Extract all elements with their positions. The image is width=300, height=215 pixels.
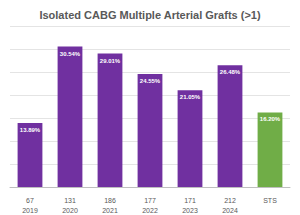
svg-text:16.20%: 16.20% (260, 116, 281, 122)
svg-text:29.01%: 29.01% (100, 58, 121, 64)
svg-text:STS: STS (263, 197, 277, 204)
svg-text:2021: 2021 (102, 207, 118, 214)
svg-text:Isolated CABG Multiple Arteria: Isolated CABG Multiple Arterial Grafts (… (39, 9, 260, 21)
svg-text:67: 67 (26, 197, 34, 204)
svg-text:2020: 2020 (62, 207, 78, 214)
svg-text:30.54%: 30.54% (60, 51, 81, 57)
svg-text:177: 177 (144, 197, 156, 204)
svg-text:21.05%: 21.05% (180, 94, 201, 100)
svg-text:131: 131 (64, 197, 76, 204)
svg-text:2022: 2022 (142, 207, 158, 214)
svg-text:24.55%: 24.55% (140, 78, 161, 84)
svg-text:2024: 2024 (222, 207, 238, 214)
svg-text:26.48%: 26.48% (220, 69, 241, 75)
svg-text:13.89%: 13.89% (20, 127, 41, 133)
svg-text:2023: 2023 (182, 207, 198, 214)
svg-text:186: 186 (104, 197, 116, 204)
svg-text:2019: 2019 (22, 207, 38, 214)
svg-text:171: 171 (184, 197, 196, 204)
svg-text:212: 212 (224, 197, 236, 204)
